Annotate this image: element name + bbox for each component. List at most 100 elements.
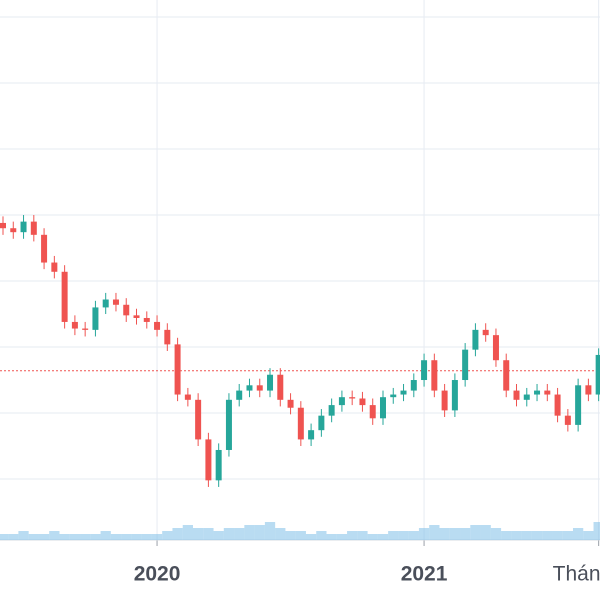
volume-bar — [0, 534, 9, 540]
volume-bar — [234, 528, 245, 540]
candle-body — [112, 299, 119, 305]
volume-bar — [521, 531, 532, 540]
volume-bar — [408, 531, 419, 540]
candle-body — [154, 321, 161, 330]
candle-body — [184, 394, 191, 400]
volume-bar — [398, 531, 409, 540]
volume-bar — [572, 528, 584, 540]
candle-body — [30, 221, 37, 235]
volume-bar — [336, 534, 348, 540]
volume-bar — [316, 531, 327, 540]
candle-body — [143, 317, 150, 322]
volume-bar — [593, 522, 600, 540]
volume-bar — [542, 531, 553, 540]
volume-bar — [285, 531, 296, 540]
volume-bar — [449, 528, 461, 540]
x-tick-label: Thán — [553, 563, 600, 586]
candle-body — [523, 394, 530, 400]
candle-body — [205, 439, 212, 481]
volume-bar — [100, 531, 111, 540]
volume-bar — [439, 528, 450, 540]
volume-bar — [480, 525, 491, 540]
volume-bar — [182, 525, 193, 540]
candle-body — [554, 394, 561, 416]
candle-body — [451, 380, 458, 411]
candle-body — [534, 390, 541, 395]
candle-body — [20, 221, 27, 233]
candle-body — [349, 397, 356, 399]
volume-bar — [552, 531, 563, 540]
volume-bar — [162, 531, 173, 540]
volume-bar — [38, 534, 50, 540]
candle-body — [267, 374, 274, 391]
x-tick-label: 2021 — [401, 563, 448, 586]
candle-body — [92, 307, 99, 330]
volume-bar — [254, 525, 265, 540]
volume-bar — [172, 528, 183, 540]
candle-body — [195, 399, 202, 440]
volume-bar — [264, 522, 276, 540]
candle-body — [544, 390, 551, 395]
volume-bar — [583, 531, 594, 540]
volume-bar — [8, 534, 19, 540]
candle-body — [328, 405, 335, 416]
candle-body — [287, 399, 294, 408]
volume-bar — [305, 534, 317, 540]
candle-body — [41, 234, 48, 263]
volume-bar — [367, 534, 378, 540]
candle-body — [564, 415, 571, 425]
candle-body — [277, 374, 284, 400]
volume-bar — [501, 531, 512, 540]
candle-body — [51, 262, 58, 272]
volume-bar — [28, 534, 39, 540]
candle-body — [431, 360, 438, 391]
volume-bar — [295, 531, 306, 540]
candle-body — [215, 449, 222, 481]
candle-body — [472, 329, 479, 350]
volume-bar — [80, 534, 91, 540]
candle-body — [82, 328, 89, 330]
candle-body — [256, 385, 263, 391]
candle-body — [575, 385, 582, 425]
volume-bar — [511, 531, 522, 540]
volume-bar — [49, 531, 60, 540]
candle-body — [133, 315, 140, 318]
candle-body — [246, 385, 253, 391]
volume-bar — [460, 528, 471, 540]
candle-body — [297, 407, 304, 440]
volume-bar — [377, 534, 389, 540]
volume-bar — [347, 531, 358, 540]
volume-bar — [131, 534, 142, 540]
candle-body — [0, 222, 6, 229]
candle-body — [61, 271, 68, 322]
candle-body — [482, 329, 489, 336]
candle-body — [369, 405, 376, 419]
candle-body — [338, 397, 345, 406]
candle-body — [359, 398, 366, 406]
candle-body — [225, 399, 232, 450]
volume-bar — [90, 534, 101, 540]
volume-bar — [213, 531, 224, 540]
candle-body — [390, 394, 397, 398]
candle-body — [123, 304, 130, 316]
volume-bar — [244, 525, 255, 540]
candle-body — [308, 430, 315, 440]
candle-body — [492, 335, 499, 361]
volume-bar — [121, 534, 132, 540]
volume-bar — [562, 531, 573, 540]
candle-body — [102, 299, 109, 308]
volume-bar — [192, 528, 204, 540]
candle-body — [164, 329, 171, 345]
candle-body — [379, 397, 386, 419]
candle-body — [462, 349, 469, 381]
candle-body — [585, 385, 592, 395]
volume-bar — [223, 528, 235, 540]
volume-bar — [470, 525, 481, 540]
volume-bar — [110, 534, 122, 540]
volume-bar — [275, 528, 286, 540]
volume-bar — [357, 531, 368, 540]
volume-bar — [429, 525, 440, 540]
volume-bar — [69, 534, 81, 540]
